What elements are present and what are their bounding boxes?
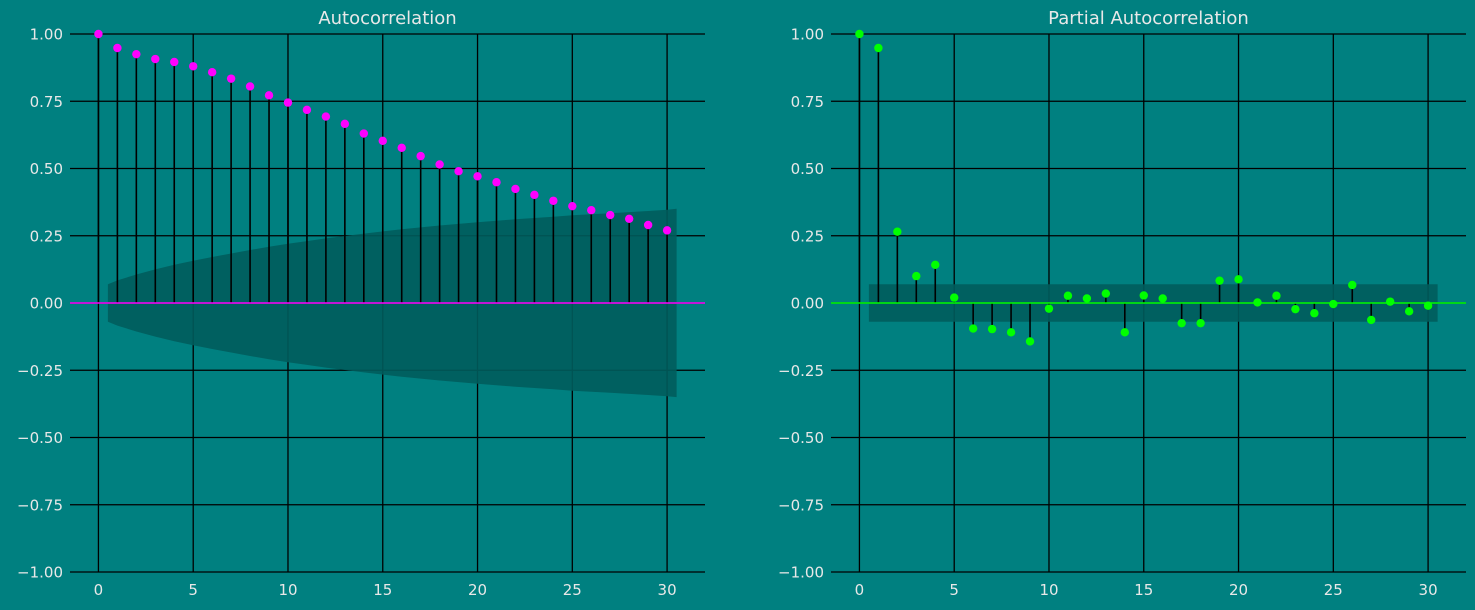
pacf-ytick-label: 0.25 xyxy=(791,227,824,245)
pacf-xtick-label: 25 xyxy=(1324,581,1343,599)
acf-marker xyxy=(113,43,122,53)
acf-marker xyxy=(226,74,236,83)
pacf-ytick-label: −0.25 xyxy=(778,362,824,380)
acf-marker xyxy=(264,91,274,100)
acf-marker xyxy=(511,184,520,194)
pacf-marker xyxy=(1329,299,1338,309)
pacf-marker xyxy=(950,293,959,302)
acf-xtick-label: 0 xyxy=(94,581,104,599)
acf-marker xyxy=(643,220,653,230)
acf-title: Autocorrelation xyxy=(318,8,456,29)
pacf-xtick-label: 10 xyxy=(1039,581,1058,599)
acf-marker xyxy=(606,210,615,220)
pacf-marker xyxy=(1385,297,1395,306)
pacf-marker xyxy=(893,227,902,236)
acf-marker xyxy=(94,29,103,39)
pacf-ytick-label: 0.00 xyxy=(791,295,824,313)
acf-xtick-label: 20 xyxy=(468,581,487,599)
pacf-marker xyxy=(1310,309,1319,318)
acf-marker xyxy=(416,151,425,161)
acf-xtick-label: 30 xyxy=(658,581,677,599)
acf-marker xyxy=(624,214,634,224)
acf-marker xyxy=(530,190,539,200)
pacf-marker xyxy=(1025,337,1035,346)
pacf-marker xyxy=(1215,276,1224,285)
acf-ytick-label: −0.75 xyxy=(17,496,63,514)
acf-marker xyxy=(378,136,387,145)
pacf-ytick-label: −1.00 xyxy=(778,564,824,582)
pacf-marker xyxy=(874,43,883,53)
acf-marker xyxy=(568,201,577,211)
pacf-marker xyxy=(1404,307,1414,316)
acf-ytick-label: −0.50 xyxy=(17,429,63,447)
pacf-xtick-label: 0 xyxy=(855,581,865,599)
pacf-marker xyxy=(1006,328,1016,337)
acf-marker xyxy=(397,143,406,152)
pacf-marker xyxy=(968,324,978,333)
pacf-marker xyxy=(912,271,921,281)
acf-ytick-label: 0.75 xyxy=(30,93,63,111)
pacf-marker xyxy=(1291,304,1300,314)
pacf-ytick-label: −0.75 xyxy=(778,496,824,514)
acf-ytick-label: 1.00 xyxy=(30,26,63,44)
acf-ytick-label: −1.00 xyxy=(17,564,63,582)
acf-marker xyxy=(359,129,369,138)
acf-marker xyxy=(454,166,463,176)
acf-xtick-label: 5 xyxy=(188,581,198,599)
acf-ytick-label: 0.25 xyxy=(30,227,63,245)
pacf-xtick-label: 5 xyxy=(949,581,959,599)
acf-xtick-label: 10 xyxy=(278,581,297,599)
pacf-marker xyxy=(1139,291,1148,300)
pacf-marker xyxy=(1177,318,1186,328)
acf-ytick-label: 0.00 xyxy=(30,295,63,313)
pacf-marker xyxy=(1234,275,1243,284)
pacf-marker xyxy=(1196,318,1205,328)
pacf-panel: −1.00 −0.75 −0.50 −0.25 0.00 0.25 0.50 0.75 1.00… xyxy=(778,8,1466,599)
pacf-marker xyxy=(1158,294,1167,303)
pacf-ytick-label: 1.00 xyxy=(791,26,824,44)
pacf-ytick-label: 0.50 xyxy=(791,160,824,178)
acf-marker xyxy=(473,172,482,181)
pacf-title: Partial Autocorrelation xyxy=(1048,8,1249,29)
pacf-marker xyxy=(1063,291,1073,300)
pacf-marker xyxy=(1253,298,1262,307)
pacf-marker xyxy=(1348,280,1357,290)
acf-panel: −1.00 −0.75 −0.50 −0.25 0.00 0.25 0.50 0.75 1.00… xyxy=(17,8,705,599)
acf-marker xyxy=(302,105,312,115)
pacf-marker xyxy=(987,324,997,334)
pacf-ytick-label: −0.50 xyxy=(778,429,824,447)
acf-marker xyxy=(207,67,217,77)
acf-marker xyxy=(283,98,293,107)
pacf-marker xyxy=(1367,315,1376,325)
pacf-marker xyxy=(931,260,940,270)
pacf-marker xyxy=(1423,301,1433,310)
acf-marker xyxy=(321,112,331,121)
acf-marker xyxy=(245,82,255,91)
pacf-xtick-label: 30 xyxy=(1419,581,1438,599)
acf-marker xyxy=(170,57,179,67)
acf-xtick-label: 15 xyxy=(373,581,392,599)
acf-marker xyxy=(151,54,160,64)
pacf-marker xyxy=(1272,291,1281,300)
acf-marker xyxy=(132,49,141,59)
pacf-marker xyxy=(1082,294,1092,303)
acf-marker xyxy=(189,62,198,71)
pacf-xtick-label: 15 xyxy=(1134,581,1153,599)
pacf-marker xyxy=(855,29,864,39)
acf-marker xyxy=(587,205,596,215)
acf-ytick-label: 0.50 xyxy=(30,160,63,178)
pacf-marker xyxy=(1101,289,1111,298)
acf-xtick-label: 25 xyxy=(563,581,582,599)
acf-marker xyxy=(549,196,558,205)
pacf-ytick-label: 0.75 xyxy=(791,93,824,111)
acf-ytick-label: −0.25 xyxy=(17,362,63,380)
acf-marker xyxy=(340,119,350,129)
pacf-marker xyxy=(1044,304,1054,313)
acf-marker xyxy=(662,226,672,235)
pacf-marker xyxy=(1120,328,1130,337)
pacf-xtick-label: 20 xyxy=(1229,581,1248,599)
acf-marker xyxy=(492,178,501,187)
acf-marker xyxy=(435,160,444,169)
